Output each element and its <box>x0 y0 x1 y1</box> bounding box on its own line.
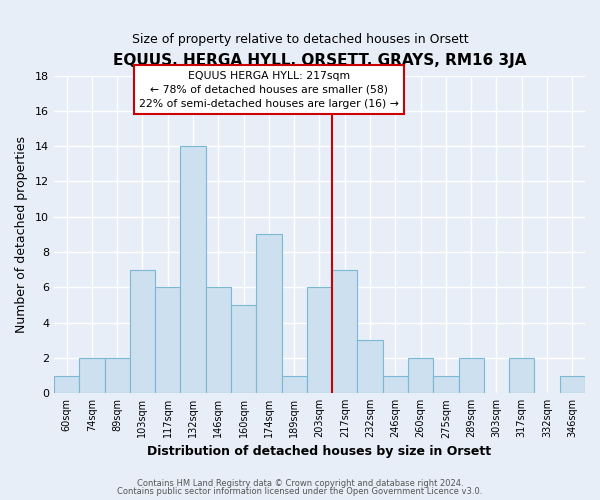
Bar <box>281 376 307 393</box>
Bar <box>181 146 206 393</box>
Bar <box>509 358 535 393</box>
Bar <box>358 340 383 393</box>
Bar <box>332 270 358 393</box>
Y-axis label: Number of detached properties: Number of detached properties <box>15 136 28 333</box>
Bar <box>408 358 433 393</box>
Bar <box>130 270 155 393</box>
Bar <box>560 376 585 393</box>
Text: Contains HM Land Registry data © Crown copyright and database right 2024.: Contains HM Land Registry data © Crown c… <box>137 478 463 488</box>
Bar <box>54 376 79 393</box>
Bar <box>458 358 484 393</box>
Text: Contains public sector information licensed under the Open Government Licence v3: Contains public sector information licen… <box>118 487 482 496</box>
Bar <box>307 288 332 393</box>
Bar <box>383 376 408 393</box>
Bar <box>433 376 458 393</box>
Title: EQUUS, HERGA HYLL, ORSETT, GRAYS, RM16 3JA: EQUUS, HERGA HYLL, ORSETT, GRAYS, RM16 3… <box>113 52 526 68</box>
Bar <box>256 234 281 393</box>
Bar <box>79 358 104 393</box>
Bar <box>231 305 256 393</box>
Bar <box>206 288 231 393</box>
Text: Size of property relative to detached houses in Orsett: Size of property relative to detached ho… <box>131 32 469 46</box>
X-axis label: Distribution of detached houses by size in Orsett: Distribution of detached houses by size … <box>148 444 491 458</box>
Bar <box>104 358 130 393</box>
Bar <box>155 288 181 393</box>
Text: EQUUS HERGA HYLL: 217sqm
← 78% of detached houses are smaller (58)
22% of semi-d: EQUUS HERGA HYLL: 217sqm ← 78% of detach… <box>139 70 399 108</box>
